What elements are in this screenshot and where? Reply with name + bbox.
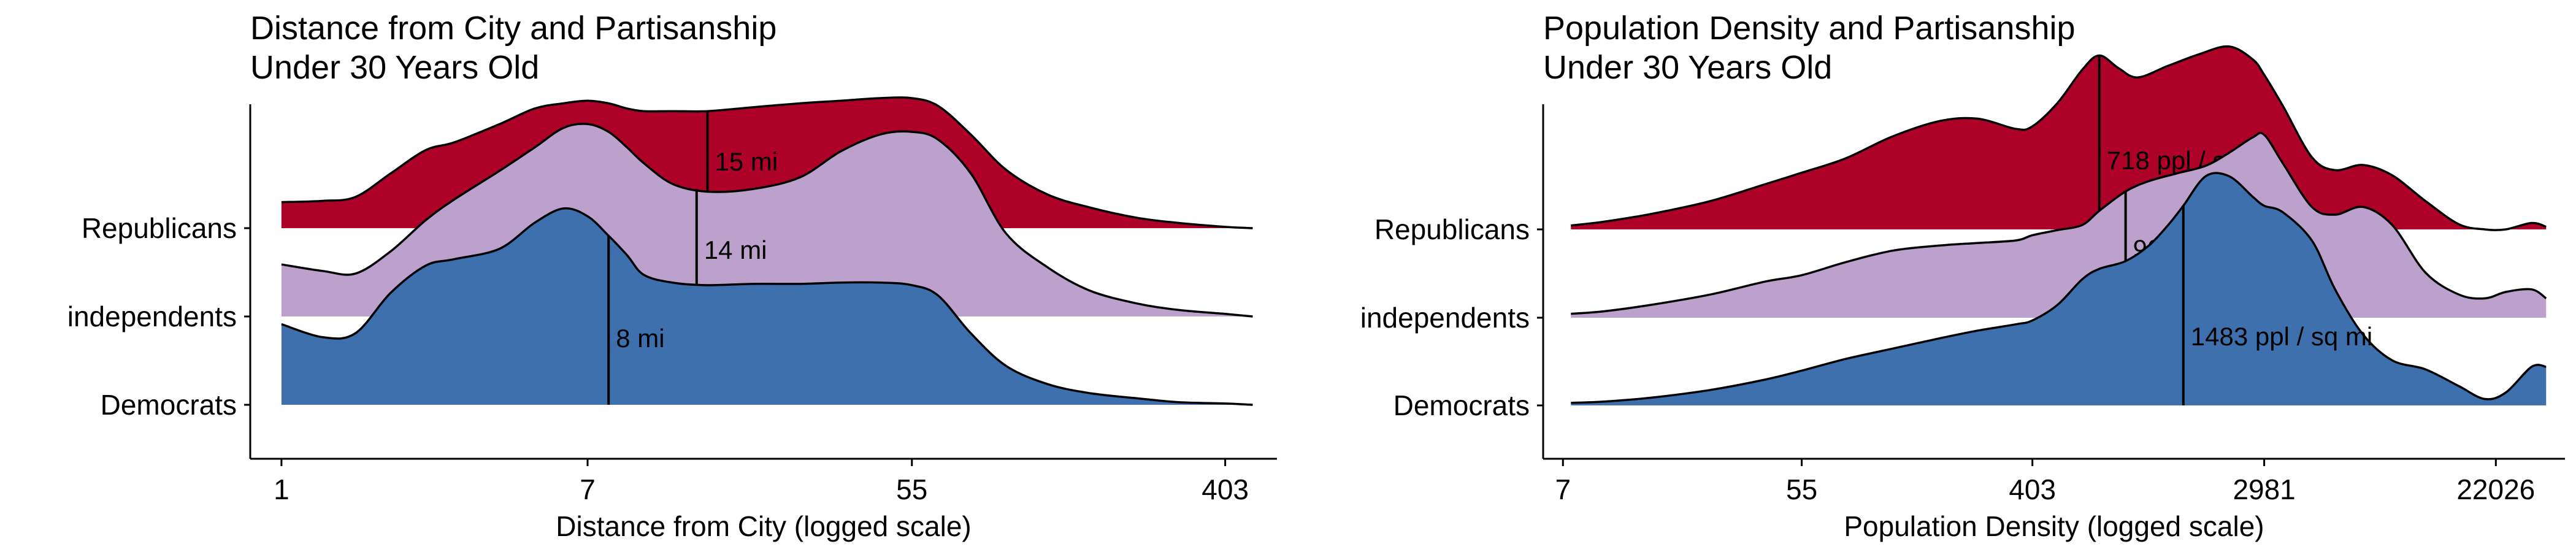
ridge-fill [281,208,1253,405]
ridge-democrats: 1483 ppl / sq mi [1571,172,2547,405]
ridge-outline [1571,172,2547,404]
y-tick-label: Republicans [1374,213,1530,245]
chart-panel-density: Population Density and Partisanship Unde… [1288,0,2576,552]
chart-subtitle: Under 30 Years Old [250,49,540,86]
ridge-outline [1571,45,2547,231]
x-tick-label: 1 [274,473,289,505]
ridge-outline [1571,132,2547,315]
y-tick-label: Republicans [82,212,237,244]
ridge-outline [281,96,1253,229]
median-label: 15 mi [715,147,778,176]
ridge-fill [1571,46,2547,231]
chart-subtitle: Under 30 Years Old [1543,49,1833,86]
x-tick-label: 55 [1786,473,1817,505]
ridge-republicans: 718 ppl / sq mi [1571,45,2547,231]
y-tick-label: Democrats [101,389,237,421]
x-tick-label: 403 [2009,473,2056,505]
y-tick-label: independents [67,301,237,332]
ridgeline-plot-density: 718 ppl / sq miRepublicans901 ppl / sq m… [1360,45,2565,542]
ridgeline-plot-distance: 15 mi Republicans 14 mi independents 8 mi Dem… [67,96,1277,542]
x-tick-label: 22026 [2456,473,2535,505]
x-tick-label: 7 [580,473,596,505]
x-tick-label: 55 [896,473,927,505]
plot-area: 718 ppl / sq miRepublicans901 ppl / sq m… [1360,45,2565,542]
chart-title: Distance from City and Partisanship [250,10,777,47]
median-label: 1483 ppl / sq mi [2191,322,2373,351]
chart-title: Population Density and Partisanship [1543,10,2076,47]
x-tick-label: 2981 [2233,473,2295,505]
y-tick-label: Democrats [1393,389,1530,421]
ridge-outline [281,123,1253,318]
x-axis-title: Distance from City (logged scale) [556,510,971,542]
median-label: 14 mi [704,236,767,264]
ridge-outline [281,207,1253,406]
plot-area: 15 mi Republicans 14 mi independents 8 mi Dem… [67,96,1277,542]
chart-panel-distance: Distance from City and Partisanship Unde… [67,10,1277,542]
median-label: 8 mi [616,324,664,353]
y-tick-label: independents [1360,302,1530,334]
x-axis-title: Population Density (logged scale) [1844,510,2264,542]
x-tick-label: 403 [1202,473,1249,505]
ridge-fill [1571,173,2547,405]
ridge-democrats: 8 mi [281,207,1253,406]
x-tick-label: 7 [1555,473,1571,505]
